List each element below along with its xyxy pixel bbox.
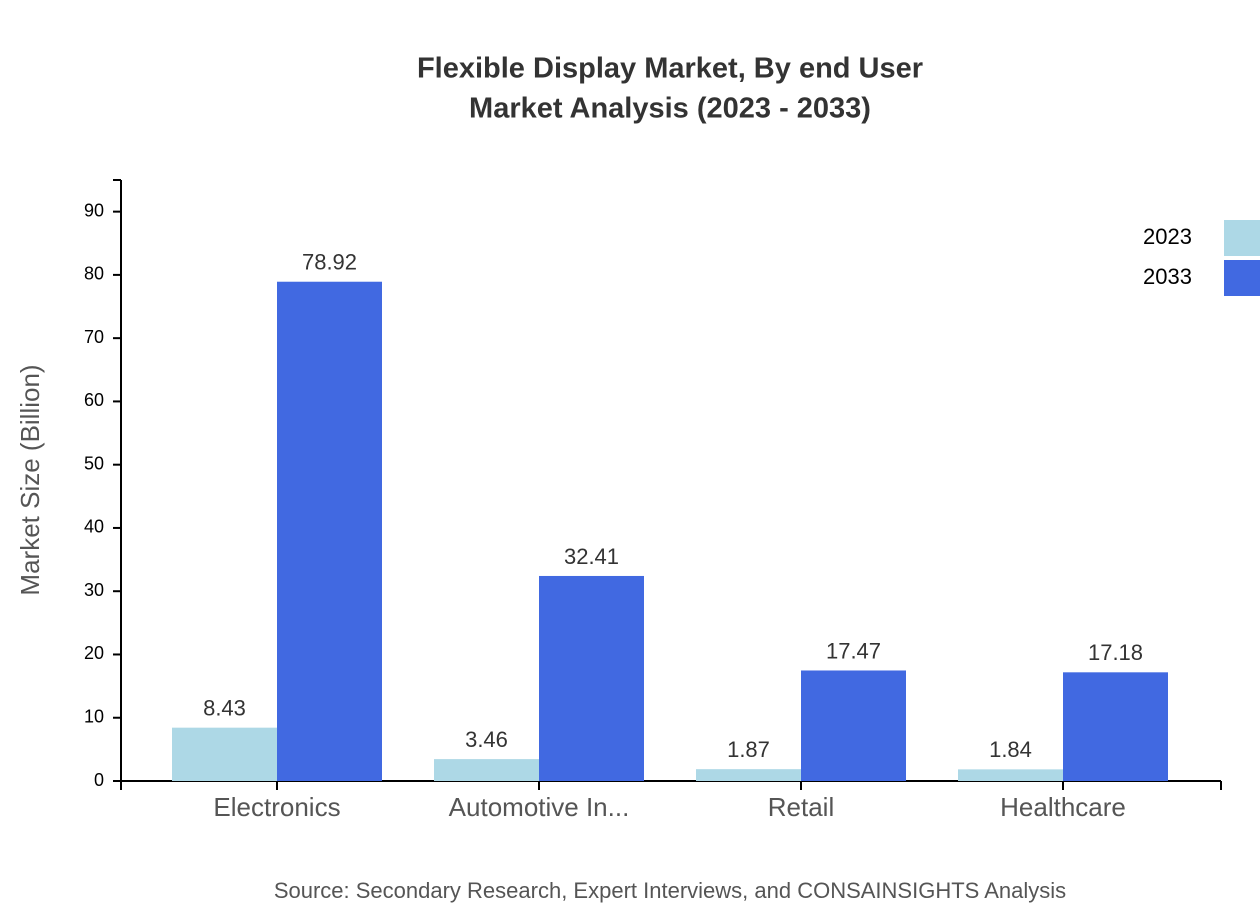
legend-swatch <box>1224 220 1260 256</box>
value-label: 78.92 <box>302 250 357 275</box>
bar <box>696 769 801 781</box>
y-axis-label: Market Size (Billion) <box>15 364 45 595</box>
y-tick-label: 90 <box>84 200 104 220</box>
bar <box>801 670 906 781</box>
y-tick-label: 40 <box>84 517 104 537</box>
chart-subtitle: Market Analysis (2023 - 2033) <box>469 93 871 125</box>
source-note: Source: Secondary Research, Expert Inter… <box>274 878 1066 903</box>
legend-label: 2033 <box>1143 264 1192 289</box>
x-tick-label: Electronics <box>213 792 340 822</box>
legend-label: 2023 <box>1143 224 1192 249</box>
y-tick-label: 30 <box>84 580 104 600</box>
y-tick-label: 20 <box>84 643 104 663</box>
y-tick-label: 10 <box>84 706 104 726</box>
y-tick-label: 50 <box>84 453 104 473</box>
legend-swatch <box>1224 260 1260 296</box>
chart-title: Flexible Display Market, By end User <box>417 53 923 85</box>
bar <box>1063 672 1168 781</box>
value-label: 3.46 <box>465 727 508 752</box>
value-label: 1.87 <box>727 737 770 762</box>
y-tick-label: 80 <box>84 264 104 284</box>
bar <box>277 281 382 781</box>
bar <box>172 727 277 781</box>
value-label: 32.41 <box>564 544 619 569</box>
bar <box>539 575 644 781</box>
value-label: 1.84 <box>989 737 1032 762</box>
value-label: 17.47 <box>826 638 881 663</box>
bar <box>958 769 1063 781</box>
value-label: 8.43 <box>203 695 246 720</box>
y-tick-label: 60 <box>84 390 104 410</box>
x-tick-label: Retail <box>768 792 834 822</box>
value-label: 17.18 <box>1088 640 1143 665</box>
x-tick-label: Healthcare <box>1000 792 1126 822</box>
x-tick-label: Automotive In... <box>449 792 630 822</box>
bar <box>434 759 539 781</box>
y-tick-label: 0 <box>94 770 104 790</box>
y-tick-label: 70 <box>84 327 104 347</box>
